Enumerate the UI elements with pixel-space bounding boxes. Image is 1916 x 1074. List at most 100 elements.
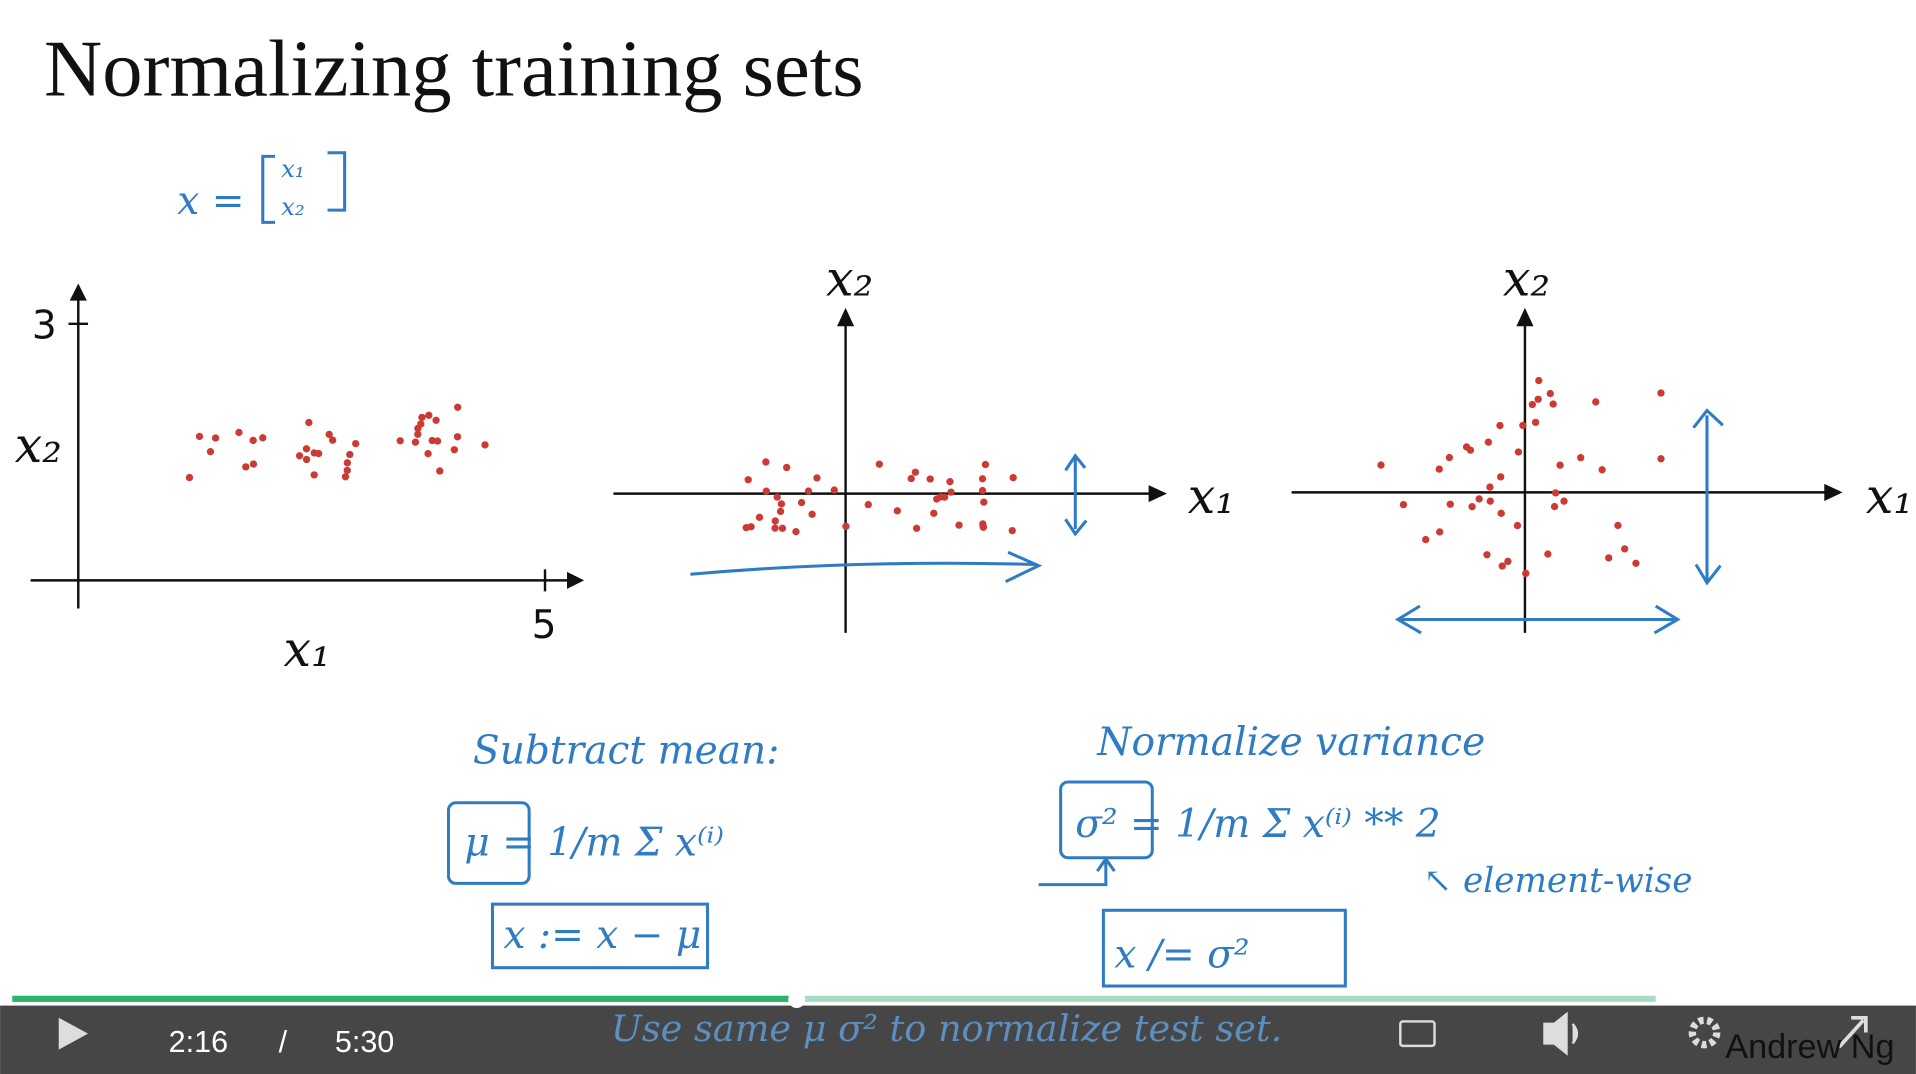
duration: 5:30: [335, 1025, 394, 1059]
arrowheads: [1516, 307, 1843, 501]
fullscreen-button[interactable]: [1837, 1015, 1868, 1049]
scatter-point: [1605, 554, 1613, 562]
scatter-point: [346, 450, 354, 459]
scatter-point: [1598, 466, 1606, 474]
captions-button[interactable]: [1399, 1020, 1436, 1048]
scatter-point: [414, 430, 422, 438]
note: Normalize variance: [1096, 720, 1485, 765]
scatter-point: [1546, 389, 1554, 398]
scatter-point: [1422, 535, 1430, 544]
note: ↖ element-wise: [1424, 861, 1693, 901]
progress-played: [12, 995, 797, 1002]
scatter-point: [436, 467, 444, 475]
scatter-point: [185, 473, 194, 482]
note: x /= σ²: [1114, 933, 1249, 978]
scatter-point: [911, 468, 920, 476]
scatter-point: [1436, 528, 1444, 536]
scatter-point: [1657, 455, 1665, 463]
plot-2: x₂ x₁: [613, 251, 1235, 633]
arrow: [1038, 856, 1116, 887]
scale-arrows: [1394, 408, 1724, 635]
vector-lhs: x =: [177, 179, 244, 224]
x-label: x₁: [1188, 468, 1235, 525]
scatter-point: [771, 517, 779, 525]
scatter-point: [1535, 376, 1543, 385]
slide-title: Normalizing training sets: [44, 24, 864, 113]
scatter-point: [211, 434, 220, 442]
scatter-point: [1399, 500, 1408, 509]
scatter-point: [1592, 398, 1600, 406]
volume-button[interactable]: [1543, 1011, 1579, 1056]
scatter-point: [302, 455, 311, 464]
scatter-point: [1514, 448, 1523, 456]
scatter-point: [978, 486, 987, 495]
settings-button[interactable]: [1688, 1016, 1721, 1049]
scatter-point: [762, 458, 770, 466]
scatter-point: [206, 448, 215, 456]
scatter-point: [912, 524, 921, 532]
y-tick: 3: [32, 303, 57, 348]
scatter-point: [433, 437, 442, 445]
scatter-point: [747, 523, 755, 531]
scatter-point: [481, 441, 489, 449]
scatter-point: [777, 500, 786, 508]
scatter-point: [875, 460, 883, 468]
x-label: x₁: [284, 621, 331, 678]
scatter-point: [195, 432, 204, 441]
scatter-point: [830, 486, 838, 494]
scatter-point: [329, 436, 337, 444]
scatter-point: [325, 430, 333, 439]
scatter-point: [947, 488, 955, 496]
scatter-point: [1486, 497, 1494, 505]
scatter-point: [979, 520, 987, 528]
vector-bottom: x₂: [281, 192, 305, 221]
scatter-point: [1513, 521, 1522, 530]
note: μ = 1/m Σ x⁽ⁱ⁾: [464, 820, 724, 865]
arrowheads: [837, 307, 1167, 503]
scatter-point: [450, 446, 458, 454]
time-separator: /: [279, 1025, 288, 1059]
vector-top: x₁: [281, 154, 305, 183]
scatter-point: [1519, 421, 1527, 430]
scatter-point: [1009, 474, 1017, 482]
scatter-point: [1468, 502, 1476, 511]
scatter-point: [302, 445, 311, 453]
scatter-point: [235, 428, 243, 437]
scatter-point: [1534, 395, 1542, 403]
scatter-point: [249, 436, 257, 445]
scatter-point: [1560, 497, 1568, 505]
scatter-point: [842, 522, 850, 530]
axes: [1291, 320, 1831, 633]
scatter-point: [453, 433, 462, 441]
scatter-point: [864, 500, 872, 509]
scatter-point: [396, 437, 404, 445]
scatter-point: [755, 513, 764, 521]
progress-track[interactable]: [12, 995, 1656, 1002]
scatter-point: [1577, 453, 1585, 462]
scatter-point: [1498, 562, 1506, 570]
y-label: x₂: [15, 417, 62, 474]
progress-handle[interactable]: [788, 990, 806, 1009]
scatter-point: [259, 434, 267, 442]
play-button[interactable]: [58, 1017, 89, 1050]
scatter-point: [907, 474, 915, 483]
box: [446, 801, 531, 885]
scatter-point: [1549, 400, 1557, 408]
scatter-point: [1556, 461, 1564, 469]
scatter-point: [980, 498, 988, 506]
scatter-point: [305, 418, 313, 427]
scatter-point: [1551, 489, 1560, 497]
scatter-points: [185, 376, 1665, 578]
box: [490, 902, 710, 970]
scatter-point: [343, 466, 351, 475]
scatter-point: [804, 487, 813, 495]
current-time: 2:16: [169, 1025, 228, 1059]
scatter-point: [411, 438, 420, 446]
note: Use same μ σ² to normalize test set.: [611, 1007, 1282, 1050]
scatter-point: [955, 521, 963, 529]
scatter-point: [778, 524, 787, 532]
scatter-point: [432, 416, 440, 424]
scatter-point: [776, 507, 785, 516]
y-label: x₂: [1503, 251, 1550, 308]
